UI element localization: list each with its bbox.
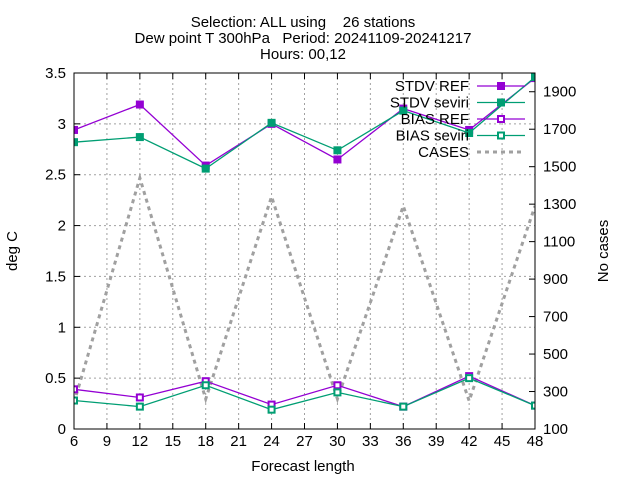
data-point-hole xyxy=(137,404,142,409)
data-point-stdv-seviri xyxy=(201,164,210,173)
y2-tick-label: 300 xyxy=(543,384,568,401)
legend-label: CASES xyxy=(418,144,469,161)
y2-tick-label: 500 xyxy=(543,346,568,363)
y2-tick-label: 1300 xyxy=(543,196,576,213)
legend-label: BIAS REF xyxy=(401,111,469,128)
data-point-hole xyxy=(269,407,274,412)
data-point-stdv-seviri xyxy=(267,118,276,127)
y-axis-label: deg C xyxy=(4,231,21,271)
x-tick-label: 45 xyxy=(494,433,511,450)
legend-item-stdv-seviri: STDV seviri xyxy=(390,95,525,112)
data-point-stdv-seviri xyxy=(135,133,144,142)
legend-label: STDV seviri xyxy=(390,95,469,112)
data-point-hole xyxy=(203,379,208,384)
series-line-cases xyxy=(74,172,535,406)
legend-marker xyxy=(497,98,505,107)
x-tick-label: 6 xyxy=(70,433,78,450)
y-tick-label: 1.5 xyxy=(45,268,66,285)
x-axis-ticks: 6 9 12 15 18 21 24 27 30 33 36 39 42 45 48 xyxy=(70,73,544,450)
data-point-stdv-ref xyxy=(74,125,78,134)
y-axis-ticks: 0 0.5 1 1.5 2 2.5 3 3.5 xyxy=(45,65,80,438)
data-point-stdv-seviri xyxy=(465,129,474,138)
series-line-bias-ref xyxy=(74,375,535,408)
x-tick-label: 36 xyxy=(395,433,412,450)
y2-tick-label: 1100 xyxy=(543,234,575,251)
data-point-hole xyxy=(74,398,76,403)
data-point-hole xyxy=(467,376,472,381)
x-tick-label: 27 xyxy=(296,433,313,450)
legend-item-bias-seviri: BIAS seviri xyxy=(396,128,525,145)
y2-tick-label: 900 xyxy=(543,271,568,288)
y-tick-label: 0.5 xyxy=(45,370,66,387)
series-cases xyxy=(74,172,535,406)
data-point-stdv-seviri xyxy=(531,73,535,82)
title-line-2: Dew point T 300hPa Period: 20241109-2024… xyxy=(135,30,472,47)
data-point-stdv-seviri xyxy=(399,106,408,115)
y2-tick-label: 1900 xyxy=(543,84,576,101)
x-tick-label: 24 xyxy=(263,433,280,450)
title-line-1: Selection: ALL using 26 stations xyxy=(191,14,416,31)
x-tick-label: 42 xyxy=(461,433,478,450)
series-line-bias-seviri xyxy=(74,377,535,411)
data-point-hole xyxy=(203,383,208,388)
series-line-stdv-ref xyxy=(74,77,535,167)
y2-tick-label: 1700 xyxy=(543,121,576,138)
x-tick-label: 48 xyxy=(527,433,544,450)
data-point-stdv-seviri xyxy=(74,138,78,147)
data-point-hole xyxy=(401,404,406,409)
data-point-hole xyxy=(269,402,274,407)
data-point-stdv-ref xyxy=(333,155,342,164)
series-line-stdv-seviri xyxy=(74,76,535,170)
data-point-stdv-ref xyxy=(135,100,144,109)
legend-item-bias-ref: BIAS REF xyxy=(401,111,525,128)
y2-tick-label: 700 xyxy=(543,309,568,326)
data-point-hole xyxy=(533,403,535,408)
y2-axis-label: No cases xyxy=(595,220,612,283)
series-layer xyxy=(74,73,535,414)
data-point-hole xyxy=(335,383,340,388)
y-tick-label: 0 xyxy=(58,421,66,438)
y-tick-label: 2.5 xyxy=(45,167,66,184)
data-point-hole xyxy=(137,395,142,400)
data-point-stdv-seviri xyxy=(333,146,342,155)
y2-tick-label: 100 xyxy=(543,421,568,438)
x-tick-label: 30 xyxy=(329,433,346,450)
x-tick-label: 39 xyxy=(428,433,445,450)
series-stdv-seviri xyxy=(74,73,535,173)
y-tick-label: 1 xyxy=(58,319,66,336)
grid xyxy=(74,73,535,429)
y2-axis-ticks: 100 300 500 700 900 1100 1300 1500 1700 1900 xyxy=(529,84,576,438)
legend-label: BIAS seviri xyxy=(396,128,469,145)
y-tick-label: 2 xyxy=(58,218,66,235)
legend-label: STDV REF xyxy=(395,78,469,95)
x-tick-label: 9 xyxy=(103,433,111,450)
data-point-hole xyxy=(74,387,76,392)
x-tick-label: 18 xyxy=(197,433,214,450)
x-tick-label: 21 xyxy=(230,433,247,450)
series-bias-seviri xyxy=(74,374,535,414)
legend-marker-hole xyxy=(499,133,503,138)
legend-item-stdv-ref: STDV REF xyxy=(395,78,525,95)
legend-marker-hole xyxy=(499,117,503,121)
x-tick-label: 15 xyxy=(164,433,181,450)
chart-title: Selection: ALL using 26 stations Dew poi… xyxy=(135,14,472,63)
x-tick-label: 12 xyxy=(132,433,149,450)
legend-item-cases: CASES xyxy=(418,144,525,161)
title-line-3: Hours: 00,12 xyxy=(260,46,346,63)
y-tick-label: 3 xyxy=(58,116,66,133)
y-tick-label: 3.5 xyxy=(45,65,66,82)
x-axis-label: Forecast length xyxy=(251,458,354,475)
data-point-hole xyxy=(335,390,340,395)
legend-marker xyxy=(497,82,505,90)
y2-tick-label: 1500 xyxy=(543,159,576,176)
x-tick-label: 33 xyxy=(362,433,379,450)
